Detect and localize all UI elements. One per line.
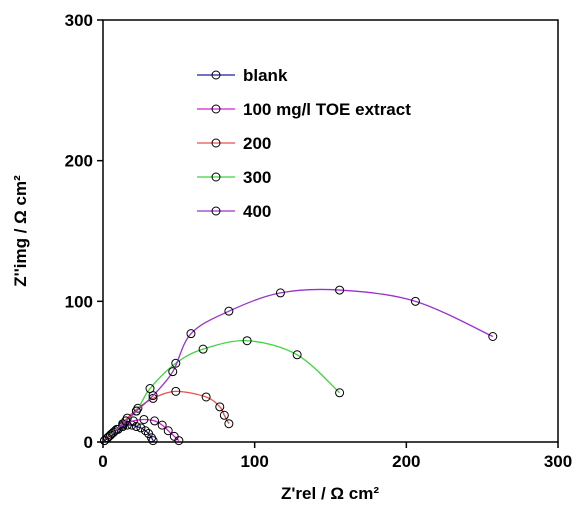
y-tick-label-3: 300 [65,11,93,30]
legend-swatch-marker-2 [211,138,221,148]
x-tick-label-3: 300 [544,452,572,471]
series-layer [100,285,498,446]
series-3-point-7 [292,350,302,360]
series-0-point-9 [136,423,146,433]
legend-label-4: 400 [243,202,271,221]
x-tick-label-1: 100 [240,452,268,471]
legend-swatch-marker-0 [211,70,221,80]
series-1-point-1 [104,431,114,441]
series-4-point-7 [275,288,285,298]
y-tick-label-2: 200 [65,152,93,171]
legend-swatch-marker-1 [211,104,221,114]
y-axis-title: Z''img / Ω cm² [11,175,30,287]
legend-swatch-marker-4 [211,206,221,216]
series-4-point-1 [121,416,131,426]
series-line-4 [111,288,494,435]
legend-label-0: blank [243,66,288,85]
series-0-point-10 [140,426,150,436]
series-4-point-9 [410,296,420,306]
series-4-point-2 [131,406,141,416]
x-tick-label-2: 200 [392,452,420,471]
series-1-point-7 [157,420,167,430]
series-2-point-6 [201,392,211,402]
series-2-point-8 [219,410,229,420]
series-1-point-5 [139,414,149,424]
series-3-point-6 [242,336,252,346]
series-4-point-6 [224,306,234,316]
series-4-point-0 [107,429,117,439]
legend-label-1: 100 mg/l TOE extract [243,100,411,119]
ticks-layer: 0 100 200 300 0 100 200 300 [65,11,573,471]
series-line-3 [110,340,341,436]
y-tick-label-1: 100 [65,292,93,311]
series-0-point-13 [148,436,158,446]
series-2-point-7 [215,402,225,412]
series-1-point-6 [150,416,160,426]
y-tick-label-0: 0 [84,433,93,452]
series-4-point-4 [168,367,178,377]
series-4-point-8 [335,285,345,295]
x-tick-label-0: 0 [98,452,107,471]
series-3-point-5 [198,344,208,354]
series-3-point-0 [106,430,116,440]
series-2-point-4 [148,393,158,403]
series-2-point-5 [171,386,181,396]
legend-label-2: 200 [243,134,271,153]
series-3-point-8 [335,388,345,398]
series-4-point-3 [148,391,158,401]
series-1-point-10 [174,436,184,446]
legend-label-3: 300 [243,168,271,187]
series-4-point-10 [488,332,498,341]
series-1-point-8 [163,426,173,436]
series-4-point-5 [186,329,196,339]
plot-frame [102,19,559,443]
legend: blank 100 mg/l TOE extract 200 300 400 [197,66,411,221]
x-axis-title: Z'rel / Ω cm² [281,484,379,503]
series-3-point-1 [118,419,128,429]
legend-swatch-marker-3 [211,172,221,182]
series-2-point-9 [224,419,234,429]
series-3-point-4 [171,358,181,368]
series-0-point-8 [131,422,141,432]
